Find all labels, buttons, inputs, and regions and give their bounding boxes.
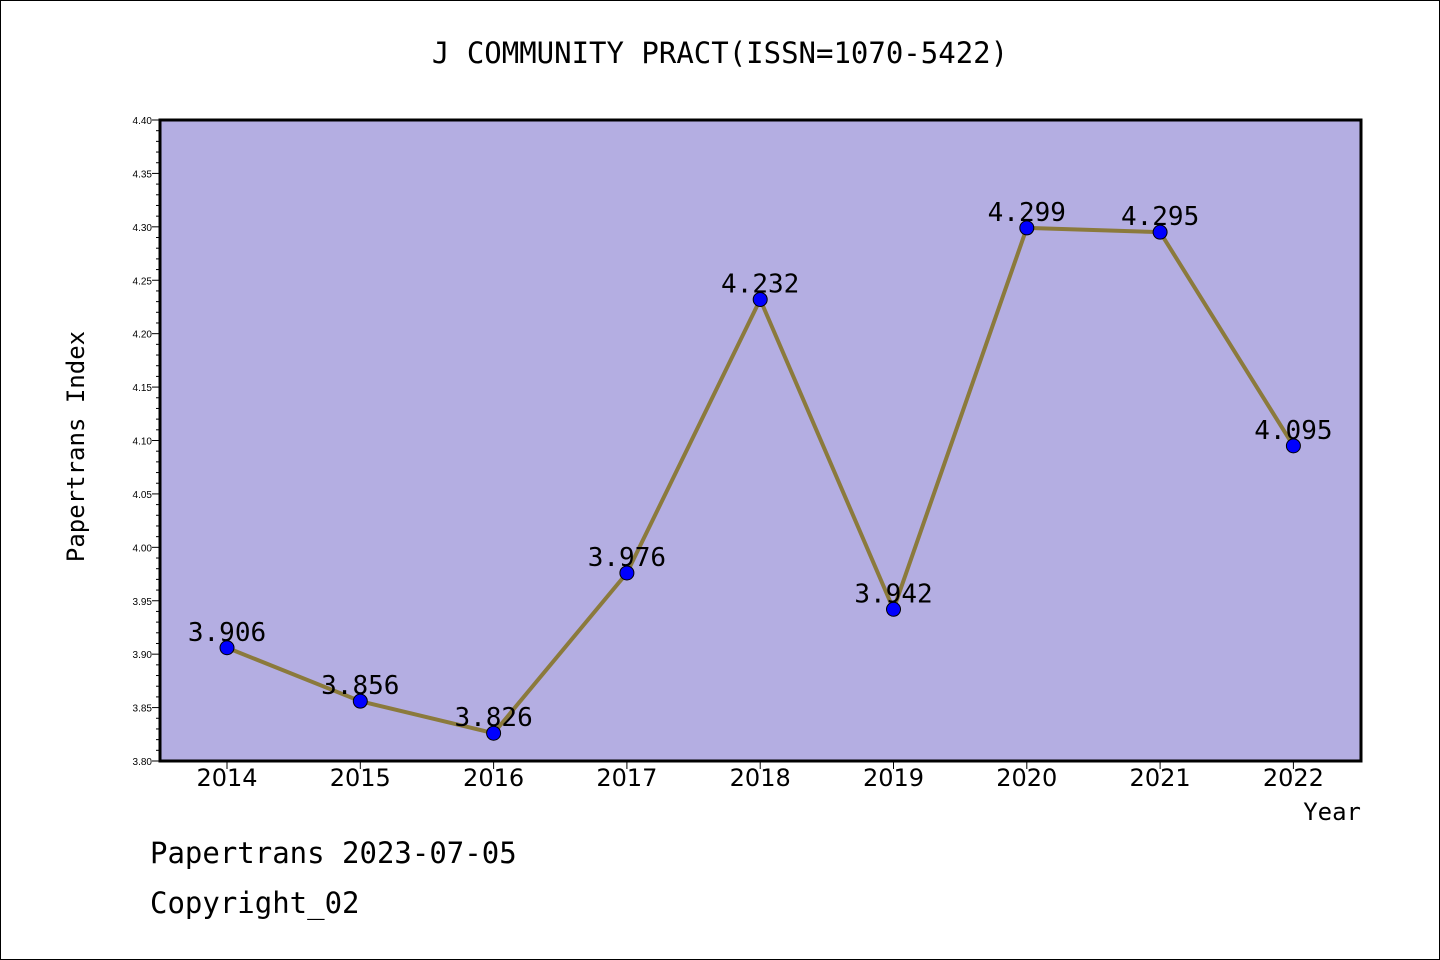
y-tick-label: 4.35	[133, 169, 153, 180]
x-tick-label: 2022	[1263, 764, 1324, 792]
data-label: 3.976	[588, 543, 666, 573]
y-tick-label: 3.85	[133, 704, 153, 715]
chart-title: J COMMUNITY PRACT(ISSN=1070-5422)	[431, 36, 1009, 70]
x-tick-label: 2014	[196, 764, 257, 792]
data-label: 4.232	[721, 269, 799, 299]
data-label: 4.299	[988, 198, 1066, 228]
y-tick-label: 4.00	[133, 543, 153, 554]
footer-date: Papertrans 2023-07-05	[150, 836, 517, 870]
data-label: 4.095	[1254, 416, 1332, 446]
x-tick-label: 2015	[330, 764, 391, 792]
y-tick-label: 4.20	[133, 330, 153, 341]
series-markers	[219, 220, 1301, 741]
y-axis-label: Papertrans Index	[62, 331, 90, 562]
x-tick-label: 2021	[1130, 764, 1191, 792]
x-tick-label: 2017	[596, 764, 657, 792]
x-axis-ticks: 2014 2015 2016 2017 2018 2019 2020 2021 2022	[196, 761, 1324, 792]
y-tick-label: 3.95	[133, 597, 153, 608]
x-tick-label: 2020	[996, 764, 1057, 792]
data-label: 3.826	[454, 703, 532, 733]
x-tick-label: 2016	[463, 764, 524, 792]
x-tick-label: 2018	[730, 764, 791, 792]
data-point	[486, 725, 502, 741]
y-tick-label: 4.15	[133, 383, 153, 394]
x-tick-label: 2019	[863, 764, 924, 792]
data-point	[352, 693, 368, 709]
data-point	[219, 640, 235, 656]
y-tick-label: 3.90	[133, 650, 153, 661]
data-point	[1152, 224, 1168, 240]
data-labels: 3.906 3.856 3.826 3.976 4.232 3.942 4.299 4.295…	[188, 198, 1333, 733]
data-point	[752, 291, 768, 307]
y-axis-ticks: 3.80 3.85 3.90 3.95 4.00 4.05 4.10 4.15 4.20 4.25…	[133, 116, 160, 768]
data-point	[1285, 438, 1301, 454]
data-point	[619, 565, 635, 581]
data-point	[1019, 220, 1035, 236]
data-point	[886, 601, 901, 617]
y-tick-label: 4.40	[133, 116, 153, 127]
x-axis-label: Year	[1303, 798, 1361, 826]
data-label: 3.856	[321, 671, 399, 701]
data-label: 3.942	[854, 579, 932, 609]
y-tick-label: 4.30	[133, 223, 153, 234]
y-tick-label: 4.25	[133, 276, 153, 287]
y-tick-label: 4.05	[133, 490, 153, 501]
data-label: 4.295	[1121, 202, 1199, 232]
footer-copyright: Copyright_02	[150, 886, 360, 920]
data-label: 3.906	[188, 618, 266, 648]
y-tick-label: 4.10	[133, 437, 153, 448]
y-tick-label: 3.80	[133, 757, 153, 768]
y-minor-ticks	[156, 130, 160, 751]
